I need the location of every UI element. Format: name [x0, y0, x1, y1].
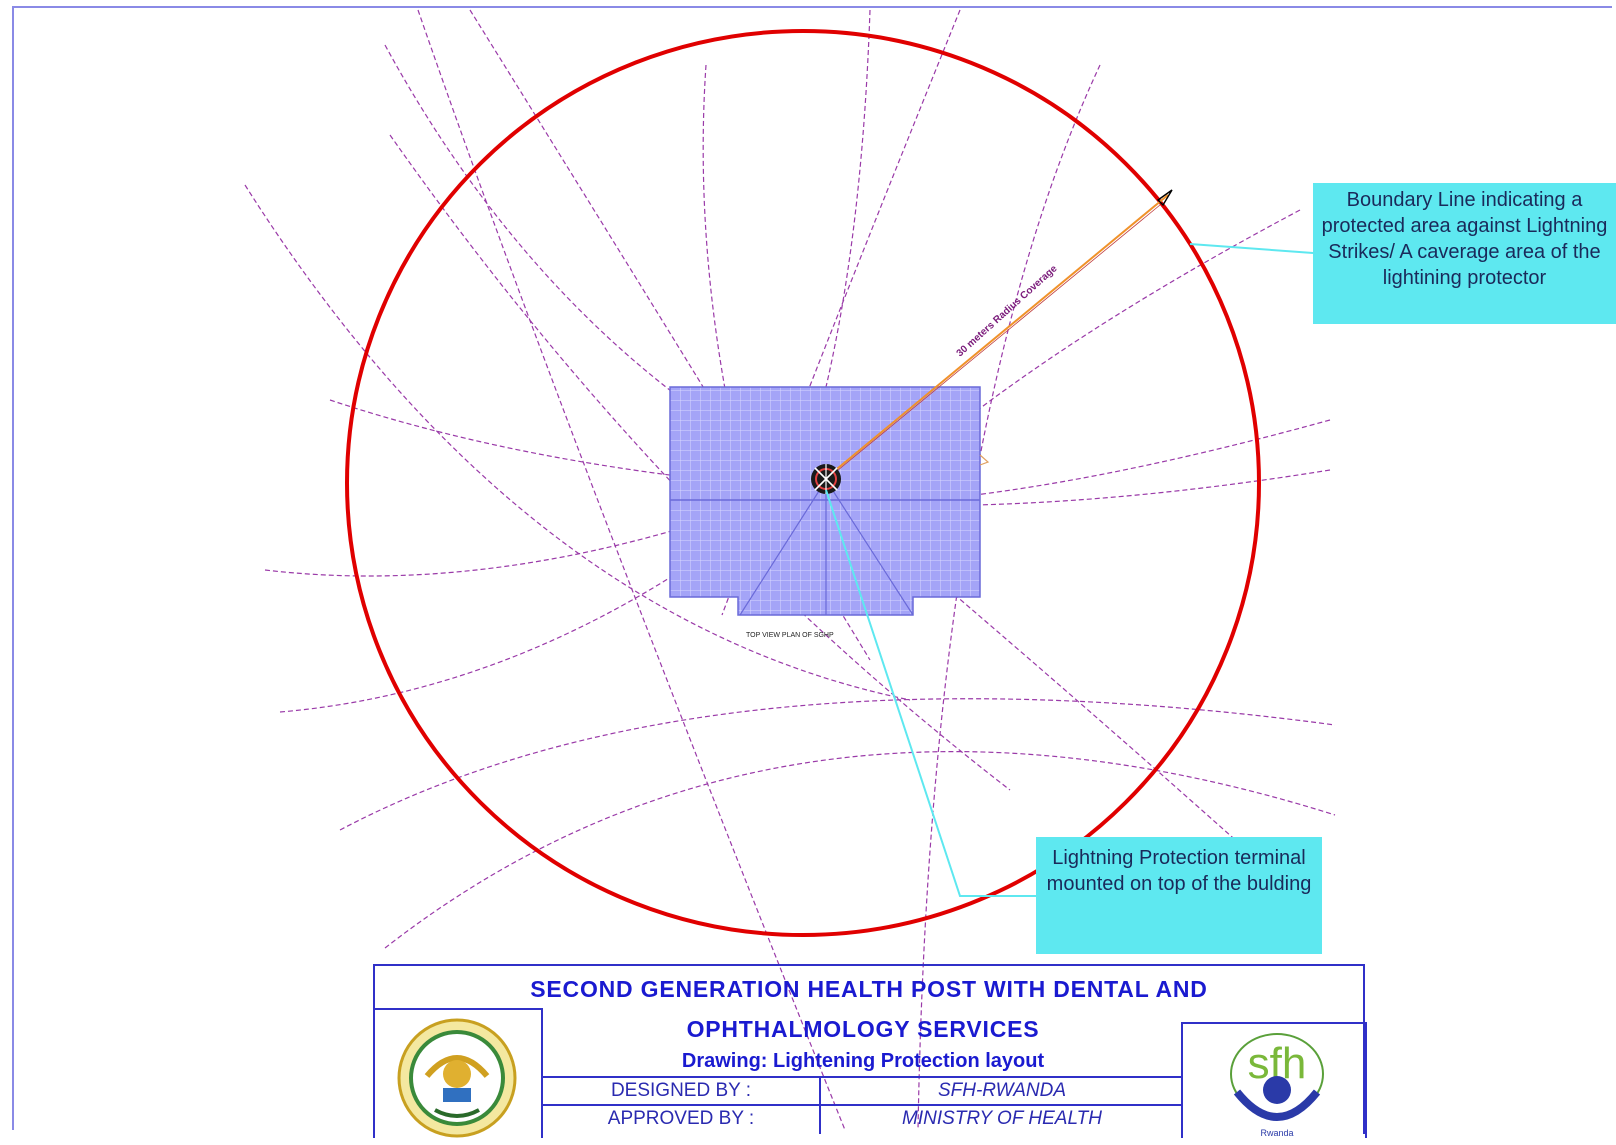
- boundary-callout: Boundary Line indicating a protected are…: [1313, 183, 1616, 324]
- ridge-line: [739, 479, 827, 616]
- radius-label: 30 meters Radius Coverage: [955, 263, 1060, 359]
- arc-line: [417, 9, 846, 1130]
- radius-line-inner: [825, 204, 1161, 481]
- building-plan: [669, 386, 990, 616]
- coat-of-arms-cell: [373, 1008, 543, 1138]
- designed-by-label: DESIGNED BY :: [543, 1078, 821, 1106]
- approved-by-row: APPROVED BY : MINISTRY OF HEALTH: [543, 1104, 1183, 1134]
- project-title-line2: OPHTHALMOLOGY SERVICES: [686, 1016, 1040, 1042]
- arc-line: [339, 698, 1336, 831]
- designed-by-row: DESIGNED BY : SFH-RWANDA: [543, 1076, 1183, 1106]
- arrow-head-icon: [1156, 189, 1173, 207]
- designed-by-value: SFH-RWANDA: [937, 1080, 1067, 1101]
- approved-by-label: APPROVED BY :: [543, 1106, 821, 1134]
- plan-label: TOP VIEW PLAN OF SGHP: [746, 632, 834, 639]
- terminal-callout: Lightning Protection terminal mounted on…: [1036, 837, 1322, 954]
- boundary-circle: [345, 29, 1261, 937]
- approved-by-value: MINISTRY OF HEALTH: [902, 1108, 1102, 1129]
- door-swing: [979, 454, 990, 466]
- coat-of-arms-logo: [397, 1018, 517, 1138]
- title-block: SECOND GENERATION HEALTH POST WITH DENTA…: [373, 964, 1367, 1138]
- ridge-line: [825, 479, 914, 616]
- terminal-leader-line: [825, 489, 1036, 897]
- sfh-logo-cell: sfh Rwanda: [1181, 1022, 1367, 1138]
- sfh-logo: sfh Rwanda: [1230, 1033, 1324, 1138]
- boundary-leader-line: [1189, 243, 1314, 254]
- arc-line: [799, 9, 871, 481]
- drawing-name: Drawing: Lightening Protection layout: [681, 1050, 1045, 1072]
- radius-line: [825, 194, 1169, 479]
- arc-line: [819, 479, 1281, 881]
- lightning-terminal-icon: [811, 464, 841, 494]
- arc-line: [329, 399, 821, 491]
- building-roof: [669, 386, 981, 616]
- drawing-frame: [12, 6, 1612, 1130]
- project-title-line1: SECOND GENERATION HEALTH POST WITH DENTA…: [530, 976, 1208, 1002]
